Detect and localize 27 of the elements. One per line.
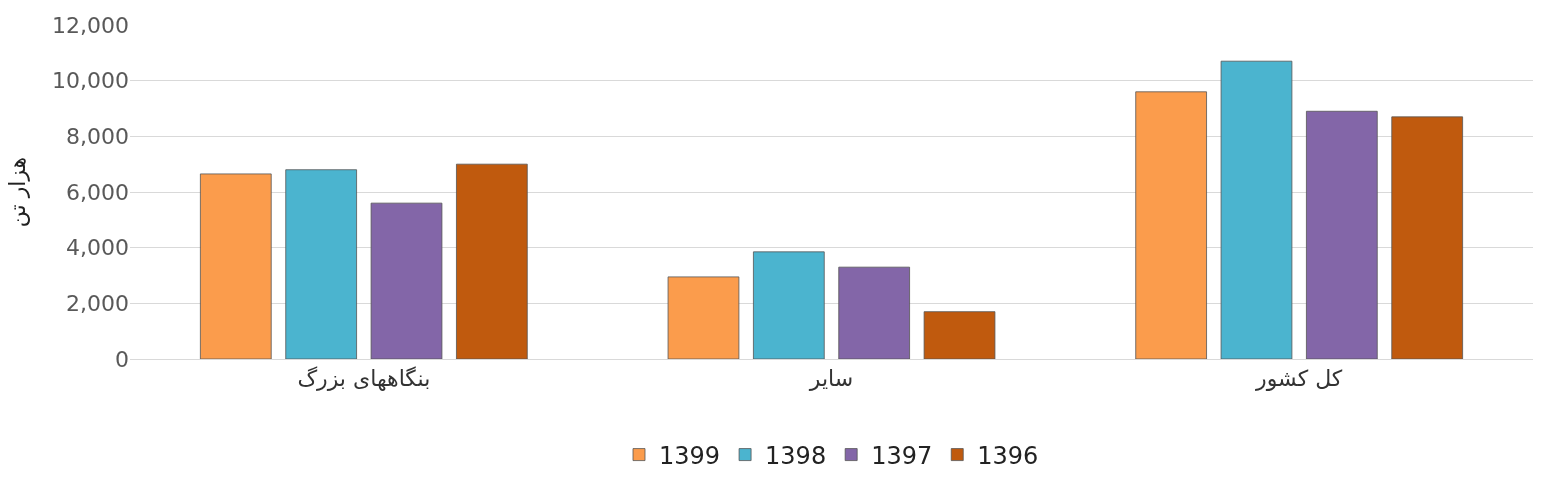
y-tick-label: 8,000 xyxy=(66,124,129,150)
bar xyxy=(456,163,528,359)
bar xyxy=(199,173,272,359)
bar xyxy=(667,276,740,359)
bar xyxy=(1391,116,1464,359)
x-tick-label: بنگاههای بزرگ xyxy=(297,366,431,392)
bar xyxy=(1135,91,1207,359)
y-tick-label: 12,000 xyxy=(52,12,129,38)
y-tick-label: 4,000 xyxy=(66,235,129,261)
legend-label: 1399 xyxy=(659,441,721,470)
y-tick-label: 10,000 xyxy=(52,68,129,94)
y-tick-label: 0 xyxy=(115,346,129,372)
y-tick-label: 6,000 xyxy=(66,179,129,205)
bar xyxy=(1220,60,1293,359)
x-tick-label: کل کشور xyxy=(1255,366,1343,392)
bar xyxy=(370,202,443,359)
bar xyxy=(285,169,357,359)
y-axis-title: هزار تن xyxy=(4,156,30,228)
x-tick-label: سایر xyxy=(808,366,854,392)
legend-label: 1397 xyxy=(871,441,933,470)
legend-label: 1398 xyxy=(765,441,827,470)
legend-label: 1396 xyxy=(977,441,1039,470)
bar xyxy=(838,266,910,359)
bar xyxy=(1306,110,1378,359)
bar xyxy=(923,311,996,359)
bar xyxy=(753,251,825,359)
y-tick-label: 2,000 xyxy=(66,291,129,317)
